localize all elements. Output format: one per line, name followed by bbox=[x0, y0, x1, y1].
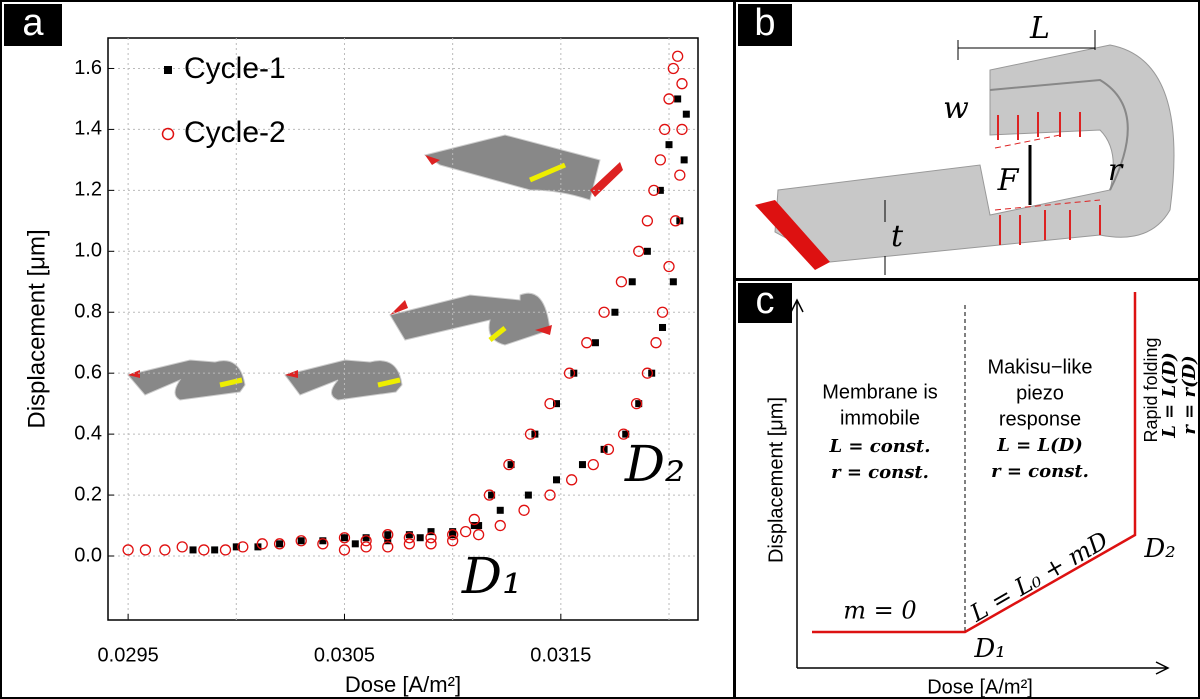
data-point bbox=[666, 141, 673, 148]
dimension-label: t bbox=[891, 219, 904, 254]
region-text: Rapid folding bbox=[1141, 337, 1161, 442]
y-axis-label: Displacement [μm] bbox=[23, 229, 50, 428]
data-point bbox=[384, 531, 391, 538]
dimension-label: r bbox=[1108, 153, 1124, 188]
y-tick-label: 0.0 bbox=[74, 544, 102, 566]
region-text: Makisu−like bbox=[987, 356, 1092, 378]
x-tick-label: 0.0295 bbox=[98, 644, 159, 666]
model-label: m = 0 bbox=[843, 597, 916, 625]
inset-sketch bbox=[128, 135, 623, 400]
y-tick-label: 0.2 bbox=[74, 483, 102, 505]
data-point bbox=[611, 309, 618, 316]
region-eq: L = L(D) bbox=[996, 435, 1083, 456]
data-point bbox=[592, 339, 599, 346]
data-point bbox=[670, 278, 677, 285]
legend-label: Cycle-2 bbox=[184, 116, 286, 149]
region-text: immobile bbox=[840, 407, 920, 429]
data-point bbox=[629, 278, 636, 285]
region-eq: L = L(D) bbox=[1159, 352, 1180, 439]
region-eq: L = const. bbox=[828, 436, 930, 457]
point-label: D₂ bbox=[1143, 534, 1175, 564]
point-label: D₁ bbox=[973, 634, 1005, 664]
data-point bbox=[426, 539, 436, 549]
data-point bbox=[497, 507, 504, 514]
x-tick-label: 0.0315 bbox=[530, 644, 591, 666]
model-label: L = L₀ + mD bbox=[965, 526, 1113, 628]
y-tick-label: 0.4 bbox=[74, 422, 102, 444]
data-point bbox=[495, 521, 505, 531]
panel-label: b bbox=[754, 2, 775, 44]
data-point bbox=[642, 216, 652, 226]
panel-label: a bbox=[22, 2, 44, 44]
data-point bbox=[644, 248, 651, 255]
data-point bbox=[651, 338, 661, 348]
data-point bbox=[681, 156, 688, 163]
y-tick-label: 1.6 bbox=[74, 57, 102, 79]
data-point bbox=[160, 545, 170, 555]
y-tick-label: 1.4 bbox=[74, 118, 102, 140]
data-point bbox=[674, 95, 681, 102]
y-tick-label: 1.0 bbox=[74, 240, 102, 262]
panel-frame bbox=[735, 280, 1199, 698]
data-point bbox=[199, 545, 209, 555]
y-tick-label: 1.2 bbox=[74, 179, 102, 201]
annotation: D₂ bbox=[624, 435, 685, 493]
data-point bbox=[579, 461, 586, 468]
data-point bbox=[673, 51, 683, 61]
region-text: piezo bbox=[1016, 382, 1064, 404]
data-point bbox=[461, 527, 471, 537]
data-point bbox=[298, 537, 305, 544]
data-point bbox=[616, 277, 626, 287]
dimension-label: L bbox=[1029, 11, 1050, 46]
dimension-label: F bbox=[997, 163, 1020, 198]
axis-label: Displacement [μm] bbox=[765, 397, 787, 563]
data-point bbox=[352, 540, 359, 547]
data-point bbox=[675, 170, 685, 180]
data-point bbox=[655, 155, 665, 165]
data-point bbox=[519, 505, 529, 515]
y-tick-label: 0.8 bbox=[74, 301, 102, 323]
region-eq: r = const. bbox=[991, 461, 1089, 482]
data-point bbox=[525, 492, 532, 499]
data-point bbox=[190, 546, 197, 553]
x-axis-label: Dose [A/m²] bbox=[345, 672, 461, 697]
region-eq: r = const. bbox=[831, 462, 929, 483]
data-point bbox=[677, 79, 687, 89]
data-point bbox=[341, 534, 348, 541]
data-point bbox=[140, 545, 150, 555]
annotation: D₁ bbox=[461, 547, 522, 605]
data-point bbox=[588, 460, 598, 470]
axis-label: Dose [A/m²] bbox=[927, 676, 1033, 698]
region-eq: r = r(D) bbox=[1179, 355, 1200, 434]
legend-marker bbox=[164, 66, 172, 74]
data-point bbox=[276, 540, 283, 547]
dimension-label: w bbox=[943, 91, 969, 126]
data-point bbox=[567, 475, 577, 485]
data-point bbox=[177, 542, 187, 552]
y-tick-label: 0.6 bbox=[74, 361, 102, 383]
figure: a b c L w F r t Dose [A/m²] Displaceme bbox=[0, 0, 1200, 699]
data-point bbox=[220, 545, 230, 555]
x-tick-label: 0.0305 bbox=[314, 644, 375, 666]
data-point bbox=[475, 522, 482, 529]
data-point bbox=[361, 542, 371, 552]
region-text: response bbox=[999, 408, 1081, 430]
legend-label: Cycle-1 bbox=[184, 52, 286, 85]
data-point bbox=[683, 111, 690, 118]
data-point bbox=[404, 539, 414, 549]
data-point bbox=[553, 476, 560, 483]
legend-marker bbox=[163, 129, 174, 140]
data-point bbox=[211, 546, 218, 553]
data-point bbox=[474, 530, 484, 540]
data-point bbox=[582, 338, 592, 348]
region-text: Membrane is bbox=[822, 381, 938, 403]
data-point bbox=[659, 324, 666, 331]
panel-label: c bbox=[756, 280, 775, 322]
data-point bbox=[417, 534, 424, 541]
panel-frame bbox=[1, 1, 734, 698]
